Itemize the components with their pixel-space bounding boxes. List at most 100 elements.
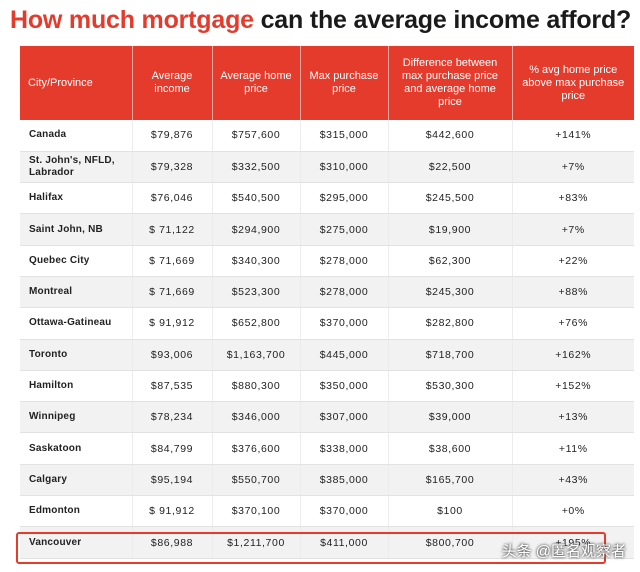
cell-city: Montreal bbox=[20, 276, 133, 309]
cell-percent-above: +76% bbox=[512, 307, 634, 340]
cell-average-income: $78,234 bbox=[132, 401, 213, 434]
cell-average-income: $95,194 bbox=[132, 464, 213, 497]
cell-average-income: $86,988 bbox=[132, 526, 213, 559]
cell-average-income: $76,046 bbox=[132, 182, 213, 215]
cell-percent-above: +13% bbox=[512, 401, 634, 434]
cell-city: Saint John, NB bbox=[20, 213, 133, 246]
cell-difference: $442,600 bbox=[388, 120, 513, 152]
cell-average-income: $ 71,122 bbox=[132, 213, 213, 246]
cell-difference: $100 bbox=[388, 495, 513, 528]
cell-difference: $530,300 bbox=[388, 370, 513, 403]
table-row: Toronto $93,006 $1,163,700 $445,000 $718,700… bbox=[20, 339, 634, 371]
header-average-income: Average income bbox=[132, 46, 213, 120]
cell-difference: $62,300 bbox=[388, 245, 513, 277]
cell-difference: $165,700 bbox=[388, 464, 513, 497]
cell-average-income: $84,799 bbox=[132, 432, 213, 465]
table-row: Saskatoon $84,799 $376,600 $338,000 $38,600 +… bbox=[20, 432, 634, 465]
table-row: Ottawa-Gatineau $ 91,912 $652,800 $370,000 $… bbox=[20, 307, 634, 340]
cell-max-purchase-price: $278,000 bbox=[300, 276, 389, 309]
cell-city: Hamilton bbox=[20, 370, 133, 403]
cell-city: Edmonton bbox=[20, 495, 133, 528]
table-row: Canada $79,876 $757,600 $315,000 $442,600 +14… bbox=[20, 120, 634, 152]
cell-percent-above: +0% bbox=[512, 495, 634, 528]
cell-average-home-price: $346,000 bbox=[212, 401, 301, 434]
cell-percent-above: +141% bbox=[512, 120, 634, 152]
table-row: Winnipeg $78,234 $346,000 $307,000 $39,000 +1… bbox=[20, 401, 634, 434]
header-difference: Difference between max purchase price an… bbox=[388, 46, 513, 120]
cell-difference: $282,800 bbox=[388, 307, 513, 340]
cell-average-income: $ 91,912 bbox=[132, 307, 213, 340]
table-row: St. John's, NFLD, Labrador $79,328 $332,50… bbox=[20, 151, 634, 184]
cell-max-purchase-price: $338,000 bbox=[300, 432, 389, 465]
cell-difference: $800,700 bbox=[388, 526, 513, 559]
cell-average-home-price: $294,900 bbox=[212, 213, 301, 246]
table-row: Saint John, NB $ 71,122 $294,900 $275,000 $1… bbox=[20, 213, 634, 246]
cell-percent-above: +7% bbox=[512, 151, 634, 184]
cell-average-income: $ 91,912 bbox=[132, 495, 213, 528]
cell-max-purchase-price: $350,000 bbox=[300, 370, 389, 403]
cell-percent-above: +88% bbox=[512, 276, 634, 309]
cell-percent-above: +162% bbox=[512, 339, 634, 371]
mortgage-table: City/Province Average income Average hom… bbox=[20, 46, 634, 559]
cell-city: Halifax bbox=[20, 182, 133, 215]
header-city: City/Province bbox=[20, 46, 133, 120]
title-highlight: How much mortgage bbox=[10, 6, 254, 34]
cell-difference: $718,700 bbox=[388, 339, 513, 371]
cell-average-income: $79,328 bbox=[132, 151, 213, 184]
cell-percent-above: +22% bbox=[512, 245, 634, 277]
cell-average-income: $79,876 bbox=[132, 120, 213, 152]
cell-city: Calgary bbox=[20, 464, 133, 497]
table-row: Montreal $ 71,669 $523,300 $278,000 $245,300… bbox=[20, 276, 634, 309]
title-rest: can the average income afford? bbox=[253, 6, 632, 34]
cell-difference: $39,000 bbox=[388, 401, 513, 434]
cell-average-home-price: $540,500 bbox=[212, 182, 301, 215]
cell-city: Quebec City bbox=[20, 245, 133, 277]
table-row: Hamilton $87,535 $880,300 $350,000 $530,300 +… bbox=[20, 370, 634, 403]
cell-average-home-price: $376,600 bbox=[212, 432, 301, 465]
cell-percent-above: +43% bbox=[512, 464, 634, 497]
cell-city: Canada bbox=[20, 120, 133, 152]
cell-max-purchase-price: $275,000 bbox=[300, 213, 389, 246]
cell-average-home-price: $550,700 bbox=[212, 464, 301, 497]
page-title: How much mortgage can the average income… bbox=[10, 6, 634, 35]
cell-city: Toronto bbox=[20, 339, 133, 371]
cell-average-home-price: $757,600 bbox=[212, 120, 301, 152]
cell-average-home-price: $880,300 bbox=[212, 370, 301, 403]
cell-average-income: $ 71,669 bbox=[132, 245, 213, 277]
cell-max-purchase-price: $370,000 bbox=[300, 495, 389, 528]
table-row: Calgary $95,194 $550,700 $385,000 $165,700 +4… bbox=[20, 464, 634, 497]
cell-city: Winnipeg bbox=[20, 401, 133, 434]
cell-max-purchase-price: $278,000 bbox=[300, 245, 389, 277]
cell-average-home-price: $370,100 bbox=[212, 495, 301, 528]
cell-city: Vancouver bbox=[20, 526, 133, 559]
cell-percent-above: +11% bbox=[512, 432, 634, 465]
cell-difference: $22,500 bbox=[388, 151, 513, 184]
cell-city: Saskatoon bbox=[20, 432, 133, 465]
table-row: Halifax $76,046 $540,500 $295,000 $245,500 +8… bbox=[20, 182, 634, 215]
cell-average-income: $87,535 bbox=[132, 370, 213, 403]
table-row: Edmonton $ 91,912 $370,100 $370,000 $100 +0% bbox=[20, 495, 634, 528]
cell-max-purchase-price: $295,000 bbox=[300, 182, 389, 215]
cell-max-purchase-price: $385,000 bbox=[300, 464, 389, 497]
cell-average-home-price: $340,300 bbox=[212, 245, 301, 277]
cell-max-purchase-price: $411,000 bbox=[300, 526, 389, 559]
cell-percent-above: +7% bbox=[512, 213, 634, 246]
cell-percent-above: +83% bbox=[512, 182, 634, 215]
cell-difference: $245,500 bbox=[388, 182, 513, 215]
cell-percent-above: +152% bbox=[512, 370, 634, 403]
cell-average-home-price: $652,800 bbox=[212, 307, 301, 340]
cell-difference: $19,900 bbox=[388, 213, 513, 246]
cell-average-home-price: $1,211,700 bbox=[212, 526, 301, 559]
table-body: Canada $79,876 $757,600 $315,000 $442,600 +14… bbox=[20, 120, 634, 559]
cell-max-purchase-price: $370,000 bbox=[300, 307, 389, 340]
header-average-home-price: Average home price bbox=[212, 46, 301, 120]
header-max-purchase-price: Max purchase price bbox=[300, 46, 389, 120]
cell-average-home-price: $523,300 bbox=[212, 276, 301, 309]
header-percent-above: % avg home price above max purchase pric… bbox=[512, 46, 634, 120]
cell-average-income: $ 71,669 bbox=[132, 276, 213, 309]
cell-average-income: $93,006 bbox=[132, 339, 213, 371]
cell-max-purchase-price: $445,000 bbox=[300, 339, 389, 371]
cell-max-purchase-price: $307,000 bbox=[300, 401, 389, 434]
watermark: 头条 @匿名观察者 bbox=[501, 543, 626, 560]
cell-difference: $38,600 bbox=[388, 432, 513, 465]
